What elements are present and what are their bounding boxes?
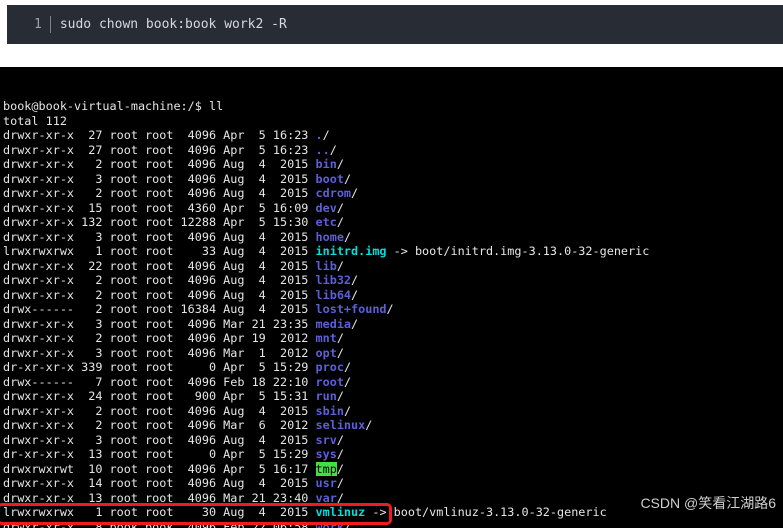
terminal-line: book@book-virtual-machine:/$ ll xyxy=(3,99,224,113)
terminal-line: drwxr-xr-x 3 root root 4096 Mar 1 2012 o… xyxy=(3,345,344,360)
terminal-line: lrwxrwxrwx 1 root root 33 Aug 4 2015 ini… xyxy=(3,244,650,258)
terminal-line: dr-xr-xr-x 13 root root 0 Apr 5 15:29 sy… xyxy=(3,447,344,461)
terminal-line: drwxr-xr-x 2 root root 4096 Aug 4 2015 c… xyxy=(3,186,359,200)
terminal-line: drwxr-xr-x 15 root root 4360 Apr 5 16:09… xyxy=(3,200,344,215)
terminal-output: book@book-virtual-machine:/$ ll total 112… xyxy=(3,99,783,528)
code-block: 1 sudo chown book:book work2 -R xyxy=(7,5,783,44)
line-number-separator xyxy=(49,16,51,33)
terminal-line: drwx------ 2 root root 16384 Aug 4 2015 … xyxy=(3,302,394,316)
terminal-line: drwxr-xr-x 14 root root 4096 Aug 4 2015 … xyxy=(3,476,344,490)
terminal-line: drwx------ 7 root root 4096 Feb 18 22:10… xyxy=(3,374,352,389)
terminal-line: drwxr-xr-x 3 root root 4096 Aug 4 2015 b… xyxy=(3,171,352,186)
terminal-line: drwxr-xr-x 132 root root 12288 Apr 5 15:… xyxy=(3,215,344,229)
terminal-line: drwxr-xr-x 13 root root 4096 Mar 21 23:4… xyxy=(3,490,344,505)
terminal-window[interactable]: book@book-virtual-machine:/$ ll total 112… xyxy=(0,67,783,528)
terminal-line: drwxr-xr-x 24 root root 900 Apr 5 15:31 … xyxy=(3,389,344,403)
terminal-line: drwxr-xr-x 3 root root 4096 Aug 4 2015 s… xyxy=(3,432,344,447)
terminal-line: drwxr-xr-x 3 root root 4096 Mar 21 23:35… xyxy=(3,316,359,331)
terminal-line: drwxr-xr-x 22 root root 4096 Aug 4 2015 … xyxy=(3,258,344,273)
code-line-number: 1 xyxy=(34,17,42,32)
terminal-line: drwxr-xr-x 2 root root 4096 Aug 4 2015 l… xyxy=(3,287,359,302)
terminal-line: drwxr-xr-x 27 root root 4096 Apr 5 16:23… xyxy=(3,128,330,142)
terminal-line: drwxr-xr-x 2 root root 4096 Aug 4 2015 s… xyxy=(3,403,352,418)
terminal-line: drwxr-xr-x 2 root root 4096 Mar 6 2012 s… xyxy=(3,418,373,432)
terminal-line: drwxr-xr-x 8 book book 4096 Feb 22 06:58… xyxy=(3,519,352,528)
terminal-line: drwxr-xr-x 2 root root 4096 Aug 4 2015 l… xyxy=(3,273,359,287)
terminal-line: dr-xr-xr-x 339 root root 0 Apr 5 15:29 p… xyxy=(3,360,352,374)
watermark: CSDN @笑看江湖路6 xyxy=(640,495,776,511)
terminal-line: drwxr-xr-x 2 root root 4096 Aug 4 2015 b… xyxy=(3,157,344,171)
terminal-line: lrwxrwxrwx 1 root root 30 Aug 4 2015 vml… xyxy=(3,505,607,519)
terminal-line: total 112 xyxy=(3,113,67,128)
terminal-line: drwxr-xr-x 2 root root 4096 Apr 19 2012 … xyxy=(3,331,344,345)
terminal-line: drwxrwxrwt 10 root root 4096 Apr 5 16:17… xyxy=(3,461,344,476)
terminal-line: drwxr-xr-x 27 root root 4096 Apr 5 16:23… xyxy=(3,142,337,157)
terminal-line: drwxr-xr-x 3 root root 4096 Aug 4 2015 h… xyxy=(3,229,352,244)
command-text: sudo chown book:book work2 -R xyxy=(59,17,287,32)
